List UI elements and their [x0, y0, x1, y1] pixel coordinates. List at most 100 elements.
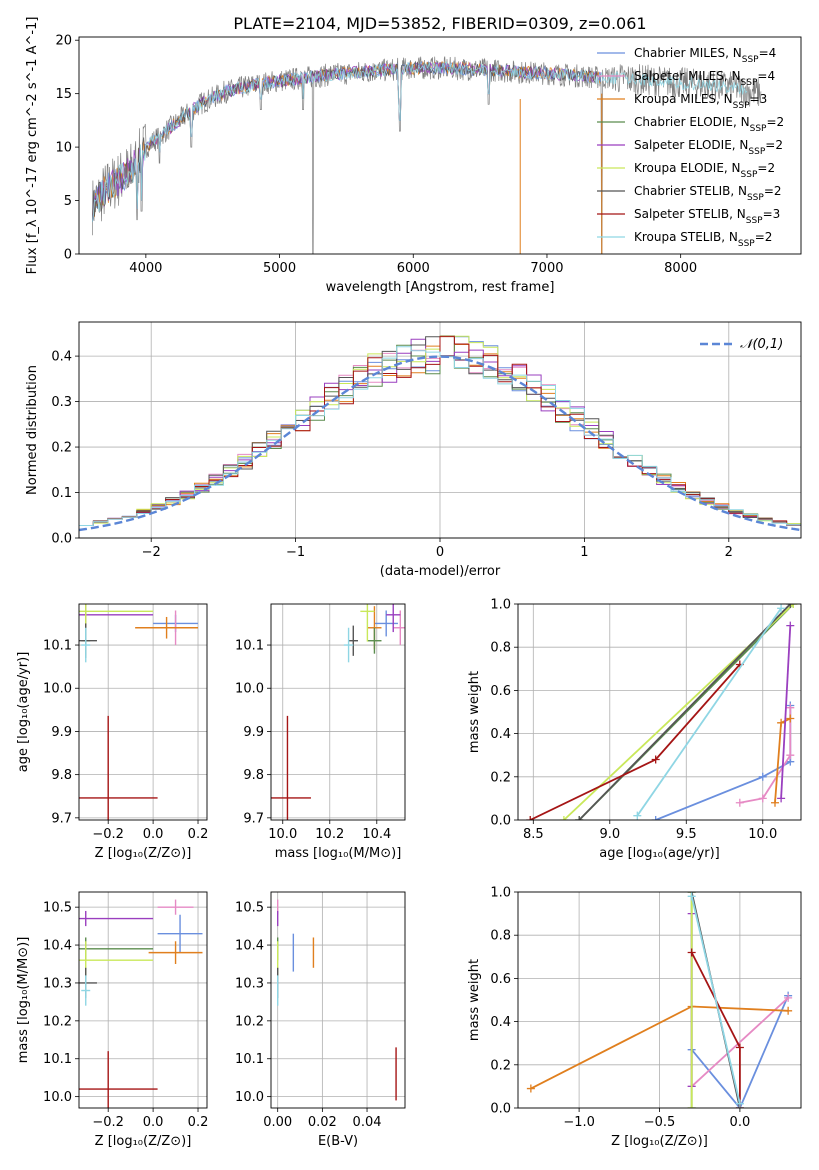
legend-subscript: SSP	[738, 239, 755, 249]
mass-weight-marker	[559, 816, 568, 820]
x-tick-label: 1	[580, 545, 588, 560]
mass-weight-line	[636, 607, 782, 817]
x-tick-label: 10.4	[362, 827, 391, 842]
legend-value: =2	[755, 230, 773, 244]
legend-label: Chabrier STELIB, NSSP=2	[634, 184, 782, 203]
axes-frame	[270, 603, 406, 821]
y-tick-label: 10.2	[43, 1014, 72, 1029]
y-tick-label: 0.0	[490, 1102, 511, 1117]
x-tick-label: 0.00	[263, 1115, 292, 1130]
y-tick-label: 0.2	[51, 441, 72, 456]
legend-value: =2	[766, 115, 784, 129]
x-tick-label: 10.2	[315, 827, 344, 842]
model-spectrum-line	[92, 61, 748, 222]
y-tick-label: 0.4	[51, 350, 72, 365]
y-tick-label: 10.1	[43, 639, 72, 654]
x-axis-label: E(B-V)	[318, 1134, 358, 1149]
x-tick-label: 8000	[664, 261, 697, 276]
mass-weight-line	[690, 952, 741, 1108]
residual-histogram-panel: −2 −1 0 1 2 0.0 0.1 0.2 0.3 0.4 (data-model)/error…	[25, 321, 802, 579]
y-tick-label: 0.2	[490, 770, 511, 785]
mass-weight-marker	[735, 798, 744, 807]
mass-weight-marker	[784, 993, 793, 1002]
legend-subscript: SSP	[747, 193, 764, 203]
y-tick-label: 0.1	[51, 486, 72, 501]
y-tick-label: 0.2	[490, 1058, 511, 1073]
x-tick-label: 8.5	[523, 827, 544, 842]
x-tick-label: 2	[725, 545, 733, 560]
mass-weight-marker	[777, 794, 786, 803]
legend-label: Chabrier ELODIE, NSSP=2	[634, 115, 784, 134]
x-tick-label: 0.04	[353, 1115, 382, 1130]
y-tick-label: 0.4	[490, 1015, 511, 1030]
y-tick-label: 0.0	[490, 814, 511, 829]
x-tick-label: −2	[142, 545, 161, 560]
mass-weight-marker	[526, 816, 535, 820]
figure-title: PLATE=2104, MJD=53852, FIBERID=0309, z=0…	[233, 14, 646, 33]
legend-value: =4	[757, 69, 775, 83]
mass-weight-marker	[633, 811, 642, 820]
mass-vs-metallicity-panel: −0.2 0.0 0.2 10.0 10.1 10.2 10.3 10.4 10.5 Z [log…	[16, 891, 208, 1149]
x-tick-label: 10.0	[748, 827, 777, 842]
x-tick-label: −0.2	[92, 827, 124, 842]
y-tick-label: 10	[55, 141, 72, 156]
legend-subscript: SSP	[741, 78, 758, 88]
x-tick-label: 0.0	[143, 827, 164, 842]
x-axis-label: Z [log₁₀(Z/Z⊙)]	[95, 846, 192, 861]
y-axis-label: mass weight	[467, 671, 482, 753]
mass-weight-vs-age-panel: 8.5 9.0 9.5 10.0 0.0 0.2 0.4 0.6 0.8 1.0 age [log₁…	[467, 598, 802, 861]
x-tick-label: −1.0	[563, 1115, 595, 1130]
y-tick-label: 0.8	[490, 641, 511, 656]
normal-curve	[79, 355, 801, 532]
legend-label: Kroupa MILES, NSSP=3	[634, 92, 767, 111]
x-tick-label: 0.0	[730, 1115, 751, 1130]
y-tick-label: 10.5	[235, 901, 264, 916]
mass-weight-line	[578, 604, 791, 820]
legend-subscript: SSP	[748, 147, 765, 157]
axes-frame	[78, 603, 208, 821]
mass-weight-marker	[784, 1006, 793, 1015]
mass-weight-marker	[735, 1099, 744, 1108]
mass-weight-marker	[786, 714, 795, 723]
mass-weight-marker	[770, 798, 779, 807]
y-tick-label: 10.5	[43, 901, 72, 916]
mass-weight-marker	[687, 892, 696, 901]
y-tick-label: 10.3	[43, 976, 72, 991]
y-tick-label: 10.1	[235, 1052, 264, 1067]
x-axis-label: Z [log₁₀(Z/Z⊙)]	[611, 1134, 708, 1149]
y-tick-label: 10.0	[235, 682, 264, 697]
y-tick-label: 9.8	[243, 768, 264, 783]
y-axis-label: mass [log₁₀(M/M⊙)]	[16, 937, 31, 1064]
legend-subscript: SSP	[750, 124, 767, 134]
model-spectrum-line	[92, 60, 601, 222]
x-tick-label: 0.02	[308, 1115, 337, 1130]
legend-label: 𝒩(0,1)	[740, 337, 783, 352]
axes-frame	[517, 603, 802, 821]
x-tick-label: 0.0	[143, 1115, 164, 1130]
legend-value: =4	[759, 46, 777, 60]
spectrum-data-line	[92, 56, 762, 254]
x-axis-label: wavelength [Angstrom, rest frame]	[326, 280, 555, 295]
legend-label: Salpeter ELODIE, NSSP=2	[634, 138, 783, 157]
mass-weight-marker	[575, 816, 584, 820]
legend-value: =2	[764, 184, 782, 198]
y-tick-label: 10.4	[235, 939, 264, 954]
y-tick-label: 0.6	[490, 972, 511, 987]
mass-weight-marker	[687, 1104, 696, 1108]
y-tick-label: 20	[55, 34, 72, 49]
x-axis-label: (data-model)/error	[380, 564, 501, 579]
y-axis-label: Normed distribution	[25, 365, 40, 495]
y-tick-label: 0.0	[51, 532, 72, 547]
x-tick-label: 5000	[263, 261, 296, 276]
y-tick-label: 9.9	[51, 725, 72, 740]
x-tick-label: 0	[436, 545, 444, 560]
mass-weight-line	[691, 997, 789, 1088]
y-tick-label: 0.4	[490, 727, 511, 742]
mass-weight-marker	[777, 604, 786, 613]
y-axis-label: age [log₁₀(age/yr)]	[16, 652, 31, 773]
y-tick-label: 10.1	[43, 1052, 72, 1067]
legend-subscript: SSP	[746, 216, 763, 226]
mass-weight-marker	[735, 1043, 744, 1052]
plot-area	[79, 335, 801, 532]
